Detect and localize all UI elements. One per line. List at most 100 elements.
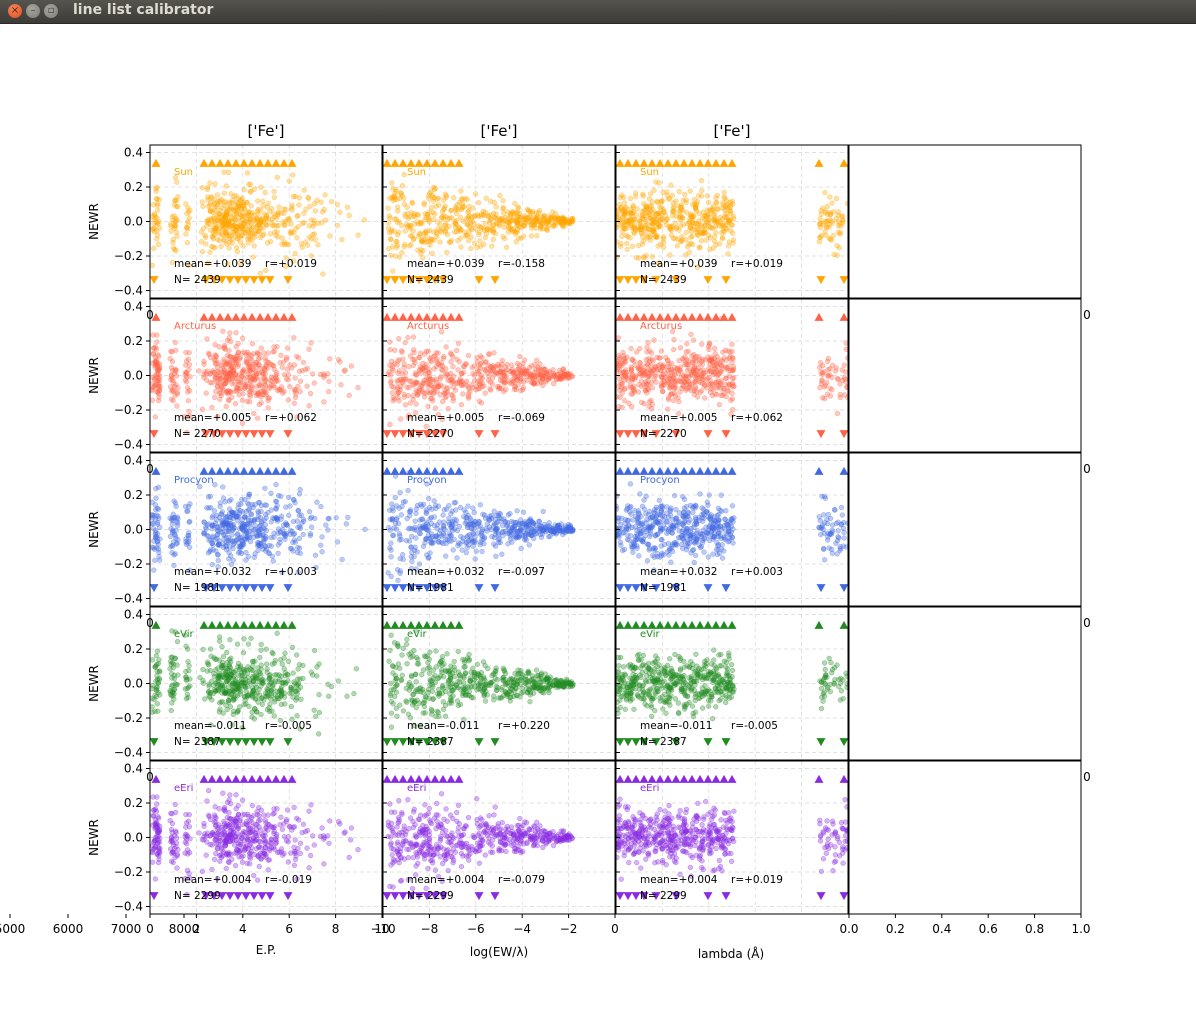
y-axis-label: NEWR: [87, 203, 101, 240]
data-point: [449, 539, 454, 544]
close-window-button[interactable]: ×: [8, 4, 22, 18]
data-point: [730, 503, 735, 508]
data-point: [291, 335, 296, 340]
data-point: [461, 364, 466, 369]
data-point: [238, 380, 243, 385]
data-point: [671, 398, 676, 403]
data-point: [456, 367, 461, 372]
data-point: [335, 223, 340, 228]
data-point: [672, 337, 677, 342]
data-point: [683, 252, 688, 257]
data-point: [638, 224, 643, 229]
y-tick-label: 0.0: [124, 215, 143, 229]
data-point: [451, 364, 456, 369]
star-label: Sun: [640, 167, 659, 178]
data-point: [388, 517, 393, 522]
data-point: [662, 382, 667, 387]
data-point: [224, 242, 229, 247]
data-point: [469, 226, 474, 231]
data-point: [472, 519, 477, 524]
data-point: [408, 214, 413, 219]
data-point: [289, 229, 294, 234]
data-point: [617, 365, 622, 370]
data-point: [543, 367, 548, 372]
data-point: [426, 496, 431, 501]
data-point: [307, 509, 312, 514]
data-point: [240, 233, 245, 238]
data-point: [262, 212, 267, 217]
data-point: [421, 381, 426, 386]
data-point: [312, 222, 317, 227]
data-point: [210, 405, 215, 410]
panel-sun-3: [849, 145, 1081, 298]
data-point: [412, 211, 417, 216]
data-point: [443, 221, 448, 226]
star-label: Procyon: [407, 475, 447, 486]
data-point: [473, 227, 478, 232]
data-point: [295, 235, 300, 240]
data-point: [625, 247, 630, 252]
data-point: [389, 359, 394, 364]
data-point: [491, 237, 496, 242]
data-point: [666, 374, 671, 379]
data-point: [293, 389, 298, 394]
data-point: [259, 544, 264, 549]
data-point: [296, 203, 301, 208]
data-point: [362, 218, 367, 223]
data-point: [414, 507, 419, 512]
data-point: [550, 210, 555, 215]
data-point: [279, 353, 284, 358]
data-point: [220, 485, 225, 490]
data-point: [544, 525, 549, 530]
data-point: [211, 534, 216, 539]
data-point: [237, 392, 242, 397]
data-point: [628, 482, 633, 487]
data-point: [435, 197, 440, 202]
data-point: [154, 197, 159, 202]
data-point: [271, 559, 276, 564]
minimize-window-button[interactable]: –: [26, 4, 40, 18]
data-point: [318, 504, 323, 509]
data-point: [678, 209, 683, 214]
data-point: [391, 187, 396, 192]
data-point: [444, 507, 449, 512]
data-point: [264, 516, 269, 521]
data-point: [494, 204, 499, 209]
stat-n: N= 2439: [174, 274, 221, 286]
data-point: [449, 511, 454, 516]
data-point: [233, 372, 238, 377]
panel-background: [849, 299, 1081, 452]
data-point: [313, 209, 318, 214]
data-point: [682, 192, 687, 197]
data-point: [673, 378, 678, 383]
data-point: [393, 254, 398, 259]
data-point: [234, 515, 239, 520]
data-point: [168, 349, 173, 354]
data-point: [240, 398, 245, 403]
data-point: [386, 246, 391, 251]
data-point: [322, 207, 327, 212]
data-point: [713, 224, 718, 229]
data-point: [484, 196, 489, 201]
data-point: [471, 506, 476, 511]
data-point: [409, 559, 414, 564]
data-point: [724, 214, 729, 219]
data-point: [173, 198, 178, 203]
data-point: [175, 234, 180, 239]
data-point: [501, 234, 506, 239]
data-point: [723, 348, 728, 353]
data-point: [825, 204, 830, 209]
data-point: [665, 407, 670, 412]
data-point: [707, 375, 712, 380]
maximize-window-button[interactable]: ▫: [44, 4, 58, 18]
data-point: [647, 399, 652, 404]
data-point: [715, 552, 720, 557]
data-point: [820, 370, 825, 375]
data-point: [648, 191, 653, 196]
data-point: [291, 549, 296, 554]
data-point: [499, 386, 504, 391]
data-point: [260, 216, 265, 221]
data-point: [689, 382, 694, 387]
y-axis-label: NEWR: [87, 357, 101, 394]
